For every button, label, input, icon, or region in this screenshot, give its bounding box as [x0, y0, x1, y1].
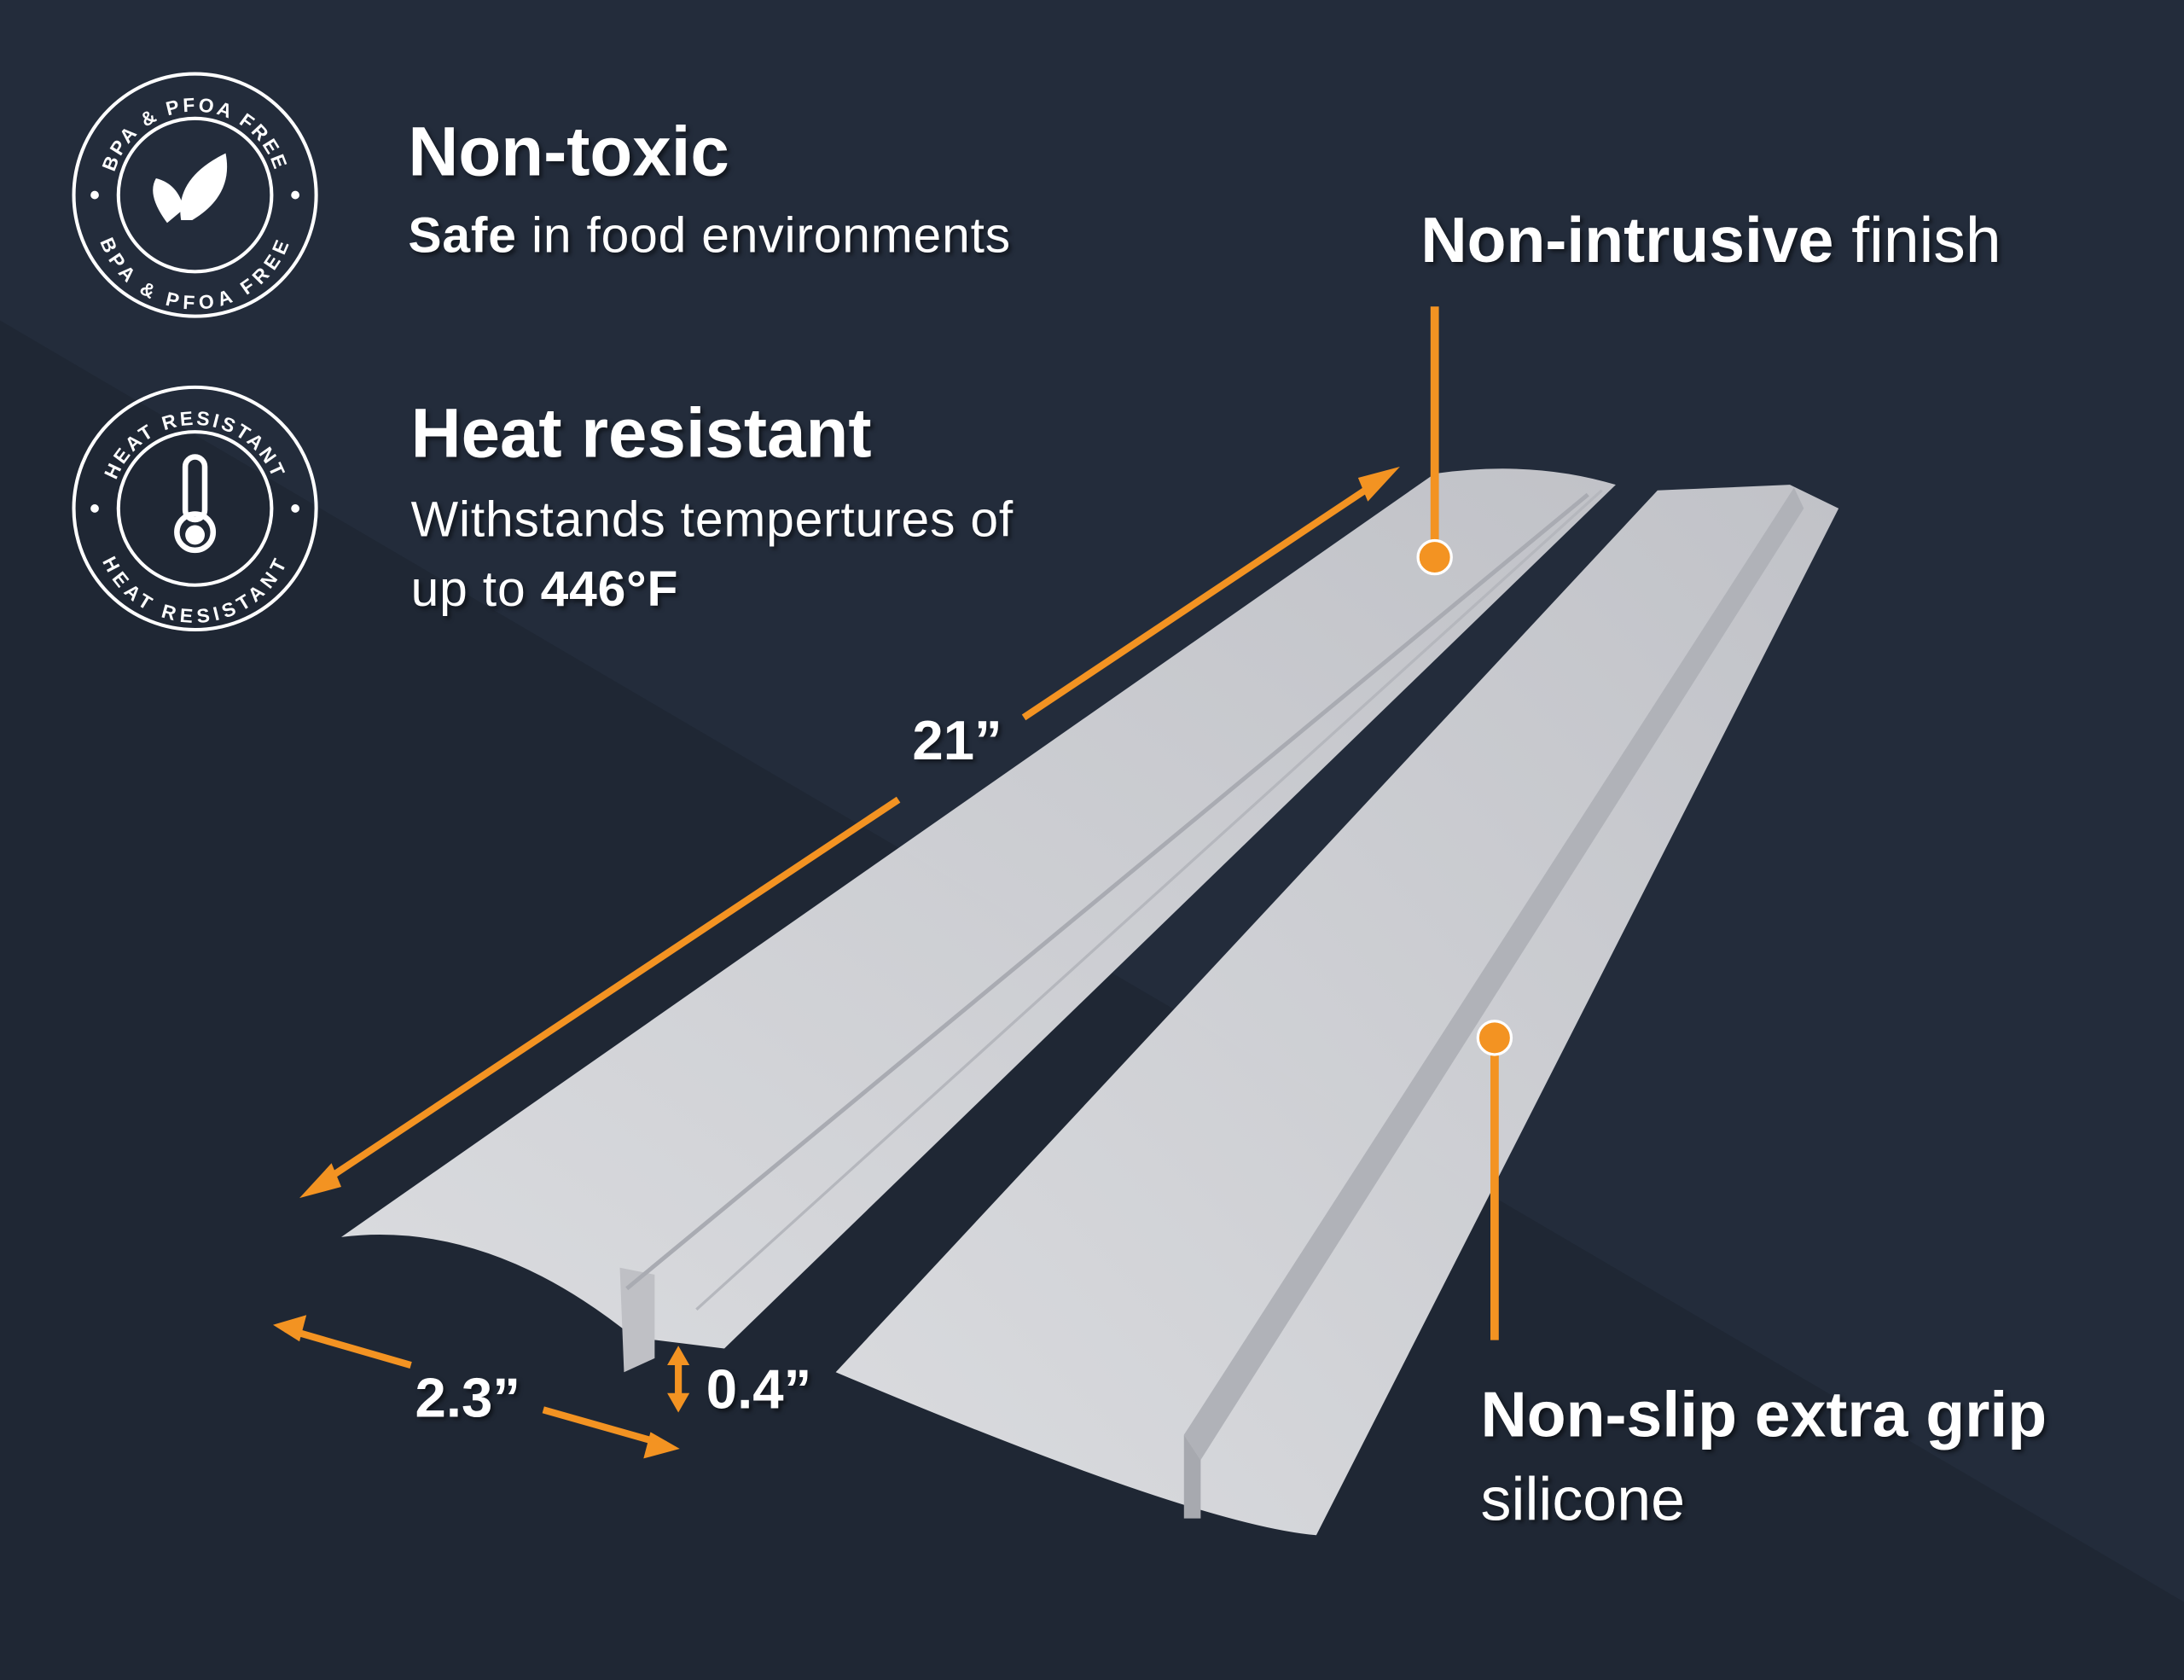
grip-label: Non-slip extra grip [1480, 1377, 2048, 1450]
bpa-pfoa-free-badge [72, 72, 318, 318]
grip-label-line2: silicone [1480, 1465, 1686, 1534]
heat-resistant-title: Heat resistant [410, 394, 872, 473]
dimension-arrows [273, 306, 1513, 1459]
arrowhead [299, 1163, 342, 1199]
arrowhead [1357, 466, 1400, 502]
left-strip [341, 468, 1616, 1373]
grip-callout-dot [1476, 1020, 1513, 1056]
width-arrow-left [284, 1325, 412, 1369]
non-toxic-sub-rest: in food environments [516, 206, 1011, 264]
height-label: 0.4” [706, 1359, 812, 1421]
width-arrow-right [542, 1406, 667, 1449]
length-arrow-upper [1021, 473, 1388, 721]
non-toxic-sub-bold: Safe [408, 206, 517, 264]
arrowhead [643, 1432, 680, 1459]
finish-label-bold: Non-intrusive [1420, 203, 1834, 276]
finish-callout-dot [1416, 538, 1453, 576]
width-label: 2.3” [415, 1368, 520, 1430]
leaf-icon [153, 153, 228, 224]
non-toxic-subtitle: Safe in food environments [408, 206, 1011, 265]
badge1-bottom-text: BPA & PFOA FREE [96, 235, 291, 314]
heat-resistant-badge [72, 385, 318, 632]
length-label: 21” [912, 710, 1002, 772]
heat-line-1: Withstands tempertures of [410, 490, 1014, 548]
thermometer-icon [174, 454, 217, 554]
heat-max-temp: 446°F [540, 560, 679, 618]
length-arrow-lower [311, 796, 901, 1192]
finish-label: Non-intrusive finish [1420, 202, 2001, 277]
background-diagonal-shade [0, 320, 2184, 1680]
heat-line-2-prefix: up to [410, 560, 541, 618]
right-strip [835, 485, 1839, 1536]
non-toxic-title: Non-toxic [408, 113, 729, 191]
svg-text:BPA & PFOA FREE: BPA & PFOA FREE [96, 235, 294, 314]
arrowhead [273, 1315, 307, 1342]
finish-label-rest: finish [1833, 203, 2001, 276]
heat-line-2: up to 446°F [411, 560, 679, 619]
